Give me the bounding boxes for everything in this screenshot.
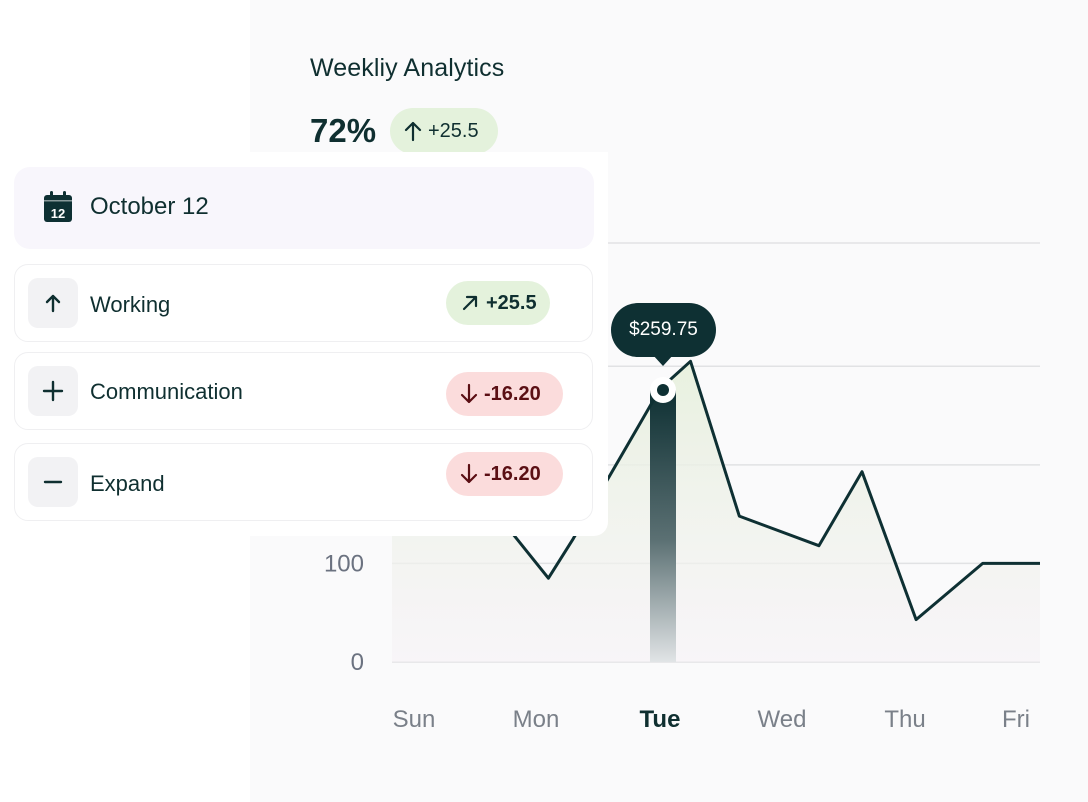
chart-area [392, 361, 1040, 662]
chart-line [390, 359, 1040, 622]
y-tick-label: 100 [324, 550, 364, 577]
header-delta-value: +25.5 [428, 119, 479, 142]
x-tick-label: Fri [1002, 706, 1030, 733]
weekly-percent: 72% [310, 112, 377, 149]
metric-badge-value: -16.20 [484, 382, 541, 405]
metric-badge: +25.5 [446, 281, 550, 325]
arrow-down-icon [460, 463, 478, 485]
arrow-up-icon[interactable] [28, 278, 78, 328]
metric-badge: -16.20 [446, 452, 563, 496]
metric-badge-value: -16.20 [484, 462, 541, 485]
metric-label: Expand [90, 471, 165, 496]
metric-badge: -16.20 [446, 372, 563, 416]
plus-icon[interactable] [28, 366, 78, 416]
y-tick-label: 0 [351, 649, 364, 676]
arrow-down-icon [460, 383, 478, 405]
tooltip-tail [652, 354, 674, 366]
value-tooltip: $259.75 [611, 303, 716, 357]
x-tick-label: Thu [884, 706, 925, 733]
arrow-up-icon [404, 120, 422, 142]
page-title: Weekliy Analytics [310, 54, 505, 82]
x-tick-label: Mon [513, 706, 560, 733]
metric-label: Working [90, 292, 171, 317]
x-tick-label: Wed [758, 706, 807, 733]
svg-text:12: 12 [51, 206, 65, 221]
metric-label: Communication [90, 379, 243, 404]
selected-date: October 12 [90, 193, 209, 220]
header-delta-badge: +25.5 [390, 108, 498, 154]
highlight-point[interactable] [650, 377, 676, 403]
metric-badge-value: +25.5 [486, 291, 537, 314]
x-tick-label[interactable]: Tue [640, 706, 681, 733]
x-tick-label: Sun [393, 706, 436, 733]
date-card[interactable] [14, 167, 594, 249]
minus-icon[interactable] [28, 457, 78, 507]
calendar-icon: 12 [42, 190, 74, 229]
arrow-up-right-icon [460, 293, 480, 313]
highlight-point-dot [657, 384, 669, 396]
highlight-bar [650, 390, 676, 662]
